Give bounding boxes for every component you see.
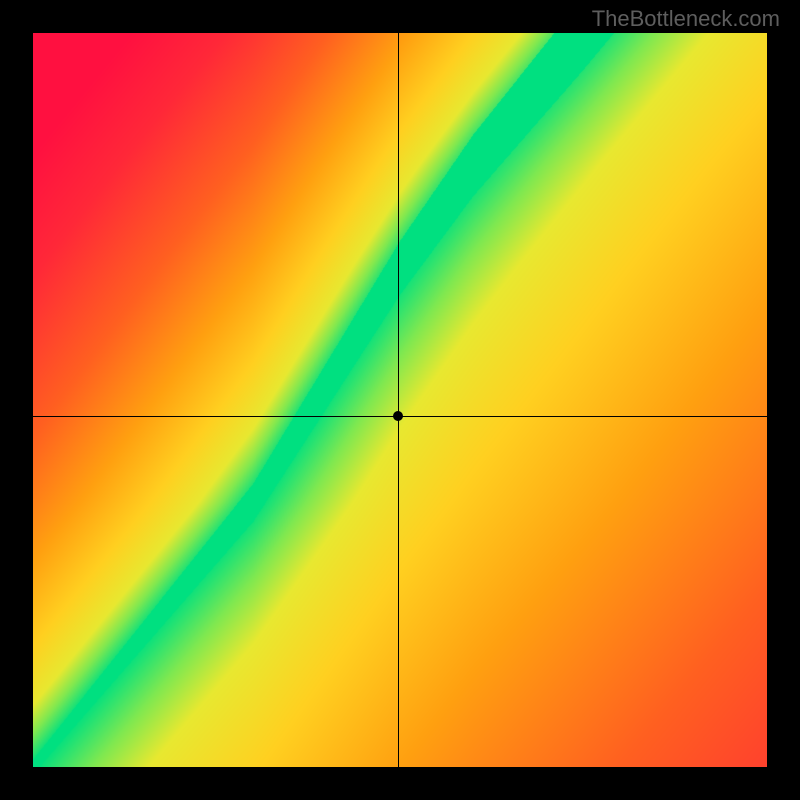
- heatmap-chart: [33, 33, 767, 767]
- heatmap-canvas: [33, 33, 767, 767]
- crosshair-vertical: [398, 33, 399, 767]
- marker-dot: [393, 411, 403, 421]
- watermark-text: TheBottleneck.com: [592, 6, 780, 32]
